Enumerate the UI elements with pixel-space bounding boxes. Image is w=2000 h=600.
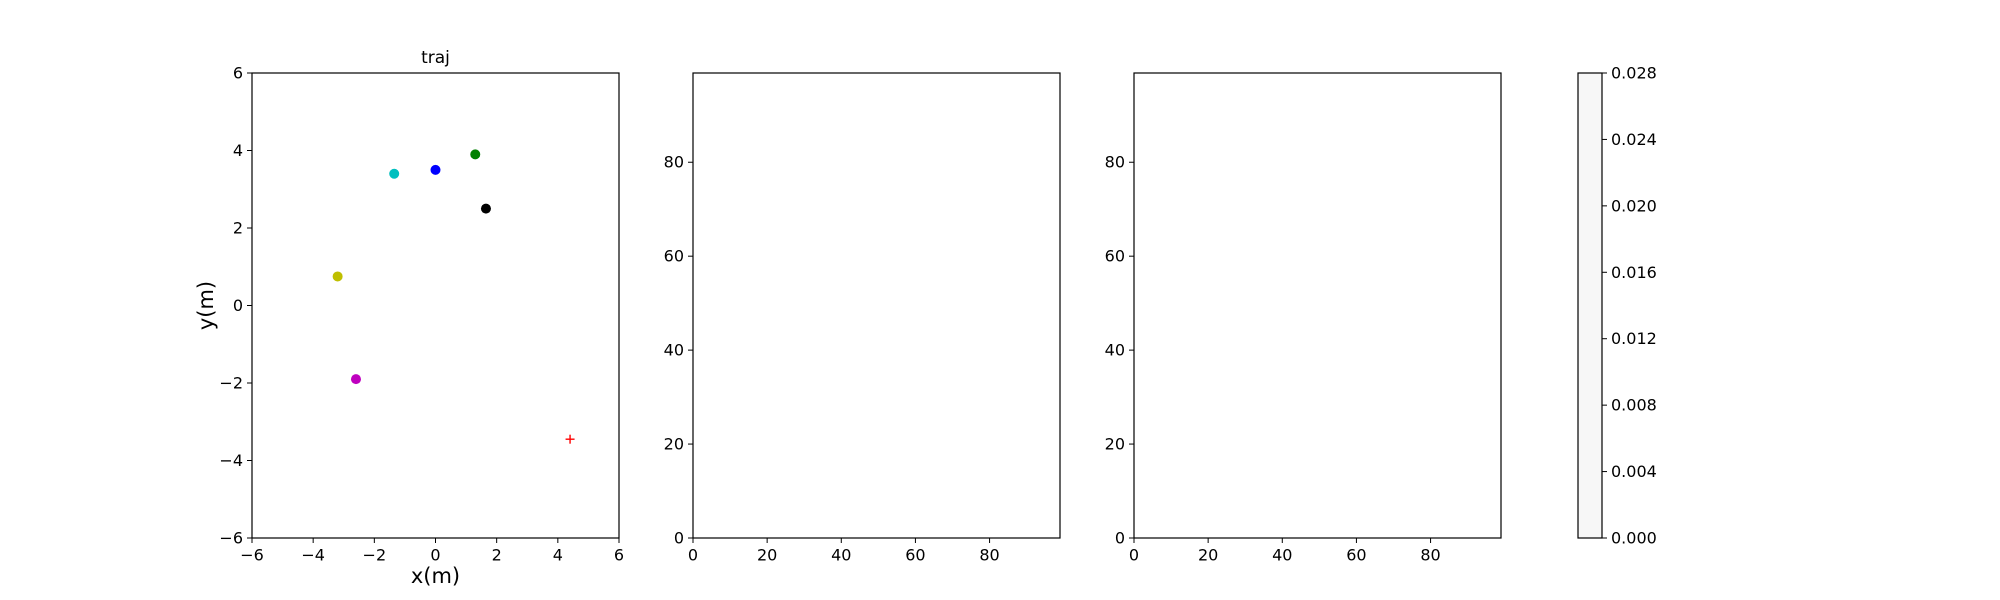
colorbar-tick-label: 0.020 [1611, 196, 1657, 215]
x-tick-label: 60 [905, 546, 925, 565]
colorbar-tick-label: 0.008 [1611, 396, 1657, 415]
x-tick-label: 0 [1129, 546, 1139, 565]
x-tick-label: 0 [688, 546, 698, 565]
data-point-plus [565, 434, 575, 444]
y-tick-label: 0 [233, 296, 243, 315]
x-tick-label: 6 [614, 546, 624, 565]
plot-frame-2 [692, 72, 1061, 539]
y-tick-label: 60 [664, 247, 684, 266]
x-tick-label: 40 [1272, 546, 1292, 565]
y-tick-label: 40 [1105, 341, 1125, 360]
colorbar [1577, 72, 1603, 539]
data-point [470, 149, 481, 160]
y-tick-label: 4 [233, 141, 243, 160]
y-tick-label: 40 [664, 341, 684, 360]
plot-frame-3 [1133, 72, 1502, 539]
colorbar-tick-label: 0.028 [1611, 64, 1657, 83]
colorbar-tick-label: 0.004 [1611, 462, 1657, 481]
x-axis-label: x(m) [411, 564, 460, 588]
y-tick-label: 80 [664, 153, 684, 172]
data-point [480, 203, 491, 214]
colorbar-tick-label: 0.024 [1611, 130, 1657, 149]
y-tick-label: 20 [1105, 435, 1125, 454]
y-tick-label: −4 [219, 451, 243, 470]
x-tick-label: 60 [1346, 546, 1366, 565]
x-tick-label: 40 [831, 546, 851, 565]
data-point [389, 168, 400, 179]
y-tick-label: 2 [233, 219, 243, 238]
y-tick-label: 6 [233, 64, 243, 83]
x-tick-label: 0 [430, 546, 440, 565]
x-tick-label: 4 [553, 546, 563, 565]
x-tick-label: −2 [363, 546, 387, 565]
data-point [430, 164, 441, 175]
y-tick-label: 20 [664, 435, 684, 454]
colorbar-tick-label: 0.016 [1611, 263, 1657, 282]
colorbar-tick-label: 0.000 [1611, 529, 1657, 548]
data-point [350, 374, 361, 385]
y-tick-label: 0 [1115, 529, 1125, 548]
y-tick-label: −6 [219, 529, 243, 548]
x-tick-label: −6 [240, 546, 264, 565]
y-tick-label: 0 [674, 529, 684, 548]
data-point [332, 271, 343, 282]
y-tick-label: 60 [1105, 247, 1125, 266]
plot-frame-1 [251, 72, 620, 539]
x-tick-label: 80 [979, 546, 999, 565]
y-tick-label: 80 [1105, 153, 1125, 172]
x-tick-label: 20 [757, 546, 777, 565]
colorbar-tick-label: 0.012 [1611, 329, 1657, 348]
x-tick-label: 20 [1198, 546, 1218, 565]
x-tick-label: 2 [492, 546, 502, 565]
x-tick-label: 80 [1420, 546, 1440, 565]
y-tick-label: −2 [219, 374, 243, 393]
chart-title: traj [421, 48, 450, 68]
x-tick-label: −4 [301, 546, 325, 565]
y-axis-label: y(m) [194, 281, 218, 330]
